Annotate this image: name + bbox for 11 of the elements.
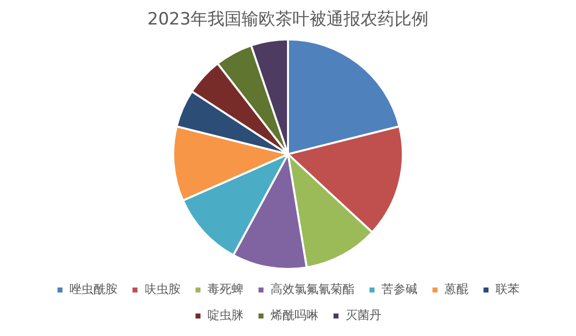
legend-label: 灭菌丹 xyxy=(346,308,382,322)
chart-title: 2023年我国输欧茶叶被通报农药比例 xyxy=(147,10,429,30)
legend-label: 蒽醌 xyxy=(444,282,468,296)
legend-label: 呋虫胺 xyxy=(144,282,180,296)
legend-label: 联苯 xyxy=(496,282,520,296)
legend-label: 高效氯氟氰菊酯 xyxy=(270,282,354,296)
legend-label: 啶虫脒 xyxy=(208,308,244,322)
legend-label: 毒死蜱 xyxy=(208,282,244,296)
legend-label: 苦参碱 xyxy=(382,282,418,296)
legend-label: 烯酰吗啉 xyxy=(270,308,318,322)
legend-label: 唑虫酰胺 xyxy=(70,282,118,296)
